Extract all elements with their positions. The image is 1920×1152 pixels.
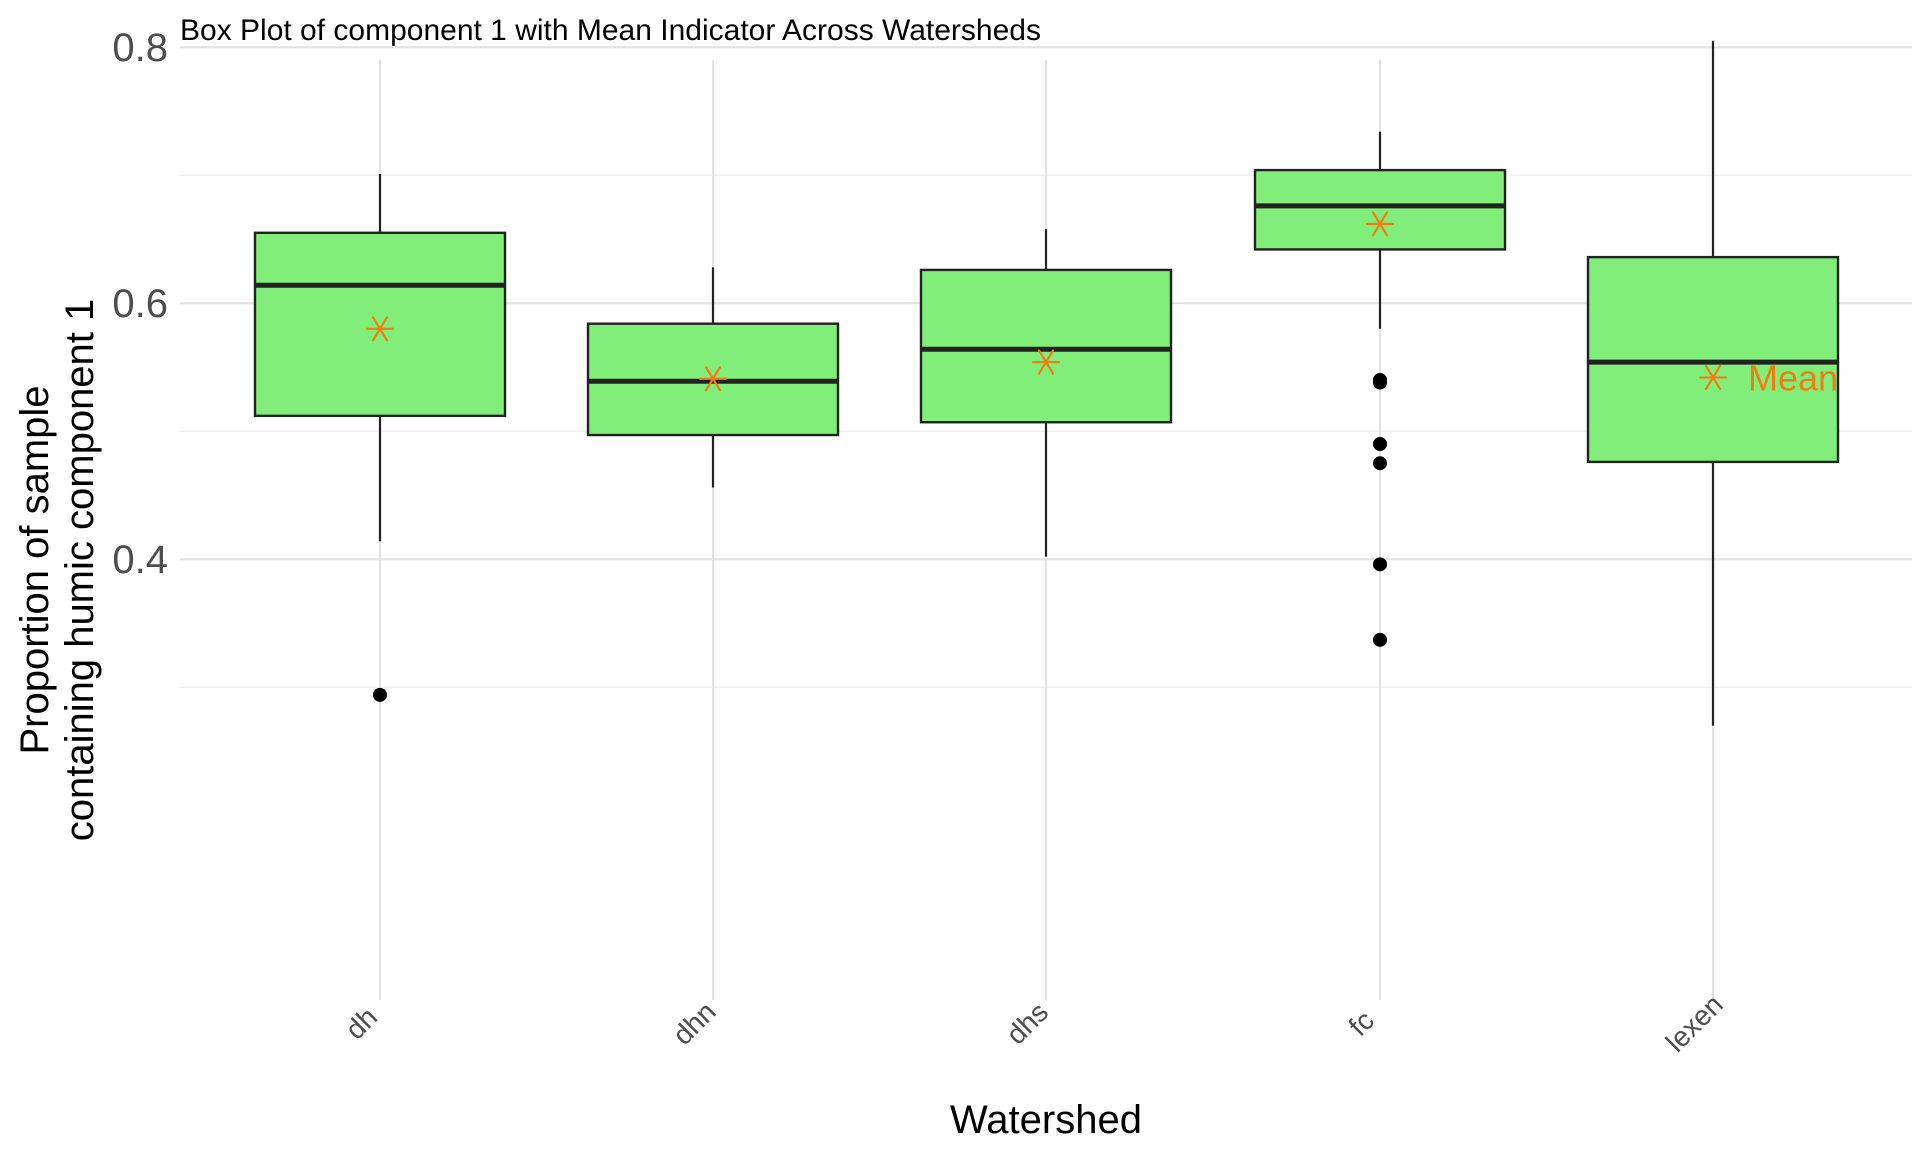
- box-dh-mean-marker: [365, 316, 395, 342]
- box-lexen: [1586, 40, 1840, 726]
- box-dhn-mean-marker: [698, 366, 728, 392]
- y-tick-label-2: 0.8: [112, 26, 168, 70]
- box-fc-outlier-3: [1373, 456, 1387, 471]
- box-fc-mean-stroke-2: [1371, 211, 1389, 237]
- box-dh-outlier-0: [373, 687, 387, 702]
- box-fc-outlier-2: [1373, 437, 1387, 451]
- x-axis-title: Watershed: [950, 1098, 1142, 1142]
- box-fc-outlier-5: [1373, 632, 1387, 647]
- box-dhs-mean-stroke-2: [1037, 349, 1055, 375]
- box-fc-iqr: [1253, 168, 1507, 251]
- mean-annotation: Mean: [1748, 357, 1838, 398]
- box-lexen-mean-stroke-2: [1704, 364, 1722, 391]
- y-axis-title: Proportion of sample containing humic co…: [13, 299, 102, 842]
- y-axis-title-line-1: Proportion of sample: [13, 385, 57, 754]
- box-dhn: [586, 267, 840, 488]
- y-tick-label-0: 0.4: [112, 538, 168, 582]
- box-lexen-mean-marker: [1698, 364, 1728, 391]
- box-dhn-mean-stroke-2: [704, 366, 722, 392]
- box-fc-mean-marker: [1365, 211, 1395, 237]
- y-tick-label-1: 0.6: [112, 282, 168, 326]
- box-fc: [1253, 131, 1507, 647]
- box-fc-outlier-1: [1373, 375, 1387, 390]
- box-dh: [253, 173, 507, 702]
- box-dhs: [919, 228, 1173, 557]
- box-fc-outlier-4: [1373, 557, 1387, 572]
- box-dh-iqr: [253, 231, 507, 418]
- box-dhs-iqr: [919, 268, 1173, 424]
- boxes: [253, 40, 1840, 726]
- chart-title: Box Plot of component 1 with Mean Indica…: [180, 14, 1041, 47]
- box-lexen-iqr: [1586, 255, 1840, 464]
- box-dh-mean-stroke-2: [371, 316, 389, 342]
- y-axis-title-line-2: containing humic component 1: [58, 299, 102, 842]
- box-dhs-mean-marker: [1031, 349, 1061, 375]
